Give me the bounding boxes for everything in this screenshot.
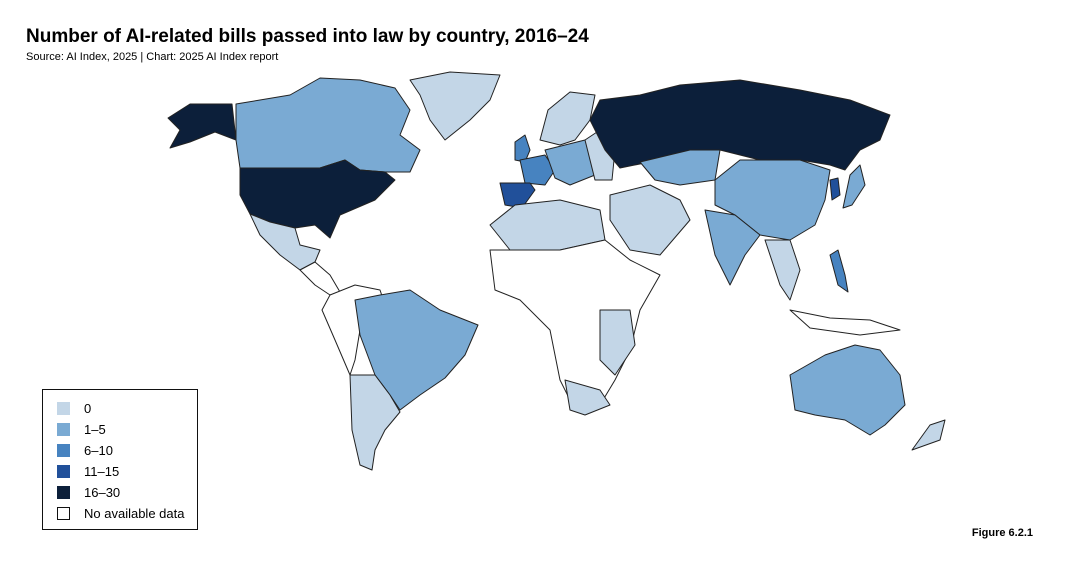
region-scandinavia [539, 91, 596, 146]
region-iberia [499, 182, 536, 209]
region-new-zealand [911, 419, 946, 451]
region-philippines [829, 249, 849, 293]
region-south-africa [564, 379, 611, 416]
legend-item-no-data: No available data [57, 503, 197, 524]
legend-swatch [57, 402, 70, 415]
region-china [714, 159, 831, 241]
region-greenland [409, 71, 501, 141]
region-argentina [349, 374, 401, 471]
region-australia [789, 344, 906, 436]
legend-label: 1–5 [84, 422, 106, 437]
legend-swatch [57, 423, 70, 436]
legend-label: 16–30 [84, 485, 121, 500]
legend: 0 1–5 6–10 11–15 16–30 No available data [42, 389, 198, 530]
legend-swatch [57, 486, 70, 499]
region-central-america [299, 261, 341, 296]
legend-label: 6–10 [84, 443, 113, 458]
region-japan [842, 164, 866, 209]
region-southeast-asia [764, 239, 801, 301]
legend-swatch [57, 444, 70, 457]
region-korea [829, 177, 841, 201]
legend-item-6-10: 6–10 [57, 440, 197, 461]
legend-item-0: 0 [57, 398, 197, 419]
region-uk [514, 134, 531, 163]
region-indonesia [789, 309, 901, 336]
legend-label: No available data [84, 506, 185, 521]
region-russia [589, 79, 891, 171]
legend-label: 11–15 [84, 464, 120, 479]
figure-label: Figure 6.2.1 [971, 527, 1033, 539]
legend-item-1-5: 1–5 [57, 419, 197, 440]
legend-label: 0 [84, 401, 92, 416]
region-alaska [167, 103, 237, 149]
map-title: Number of AI-related bills passed into l… [26, 26, 589, 47]
map-source: Source: AI Index, 2025 | Chart: 2025 AI … [26, 51, 279, 63]
region-canada [235, 77, 421, 173]
region-mexico [249, 213, 321, 271]
legend-item-11-15: 11–15 [57, 461, 197, 482]
region-india [704, 209, 761, 286]
region-north-africa [489, 199, 606, 251]
legend-swatch [57, 465, 70, 478]
region-middle-east [609, 184, 691, 256]
legend-item-16-30: 16–30 [57, 482, 197, 503]
region-france [519, 154, 556, 186]
region-east-africa [599, 309, 636, 376]
legend-swatch [57, 507, 70, 520]
